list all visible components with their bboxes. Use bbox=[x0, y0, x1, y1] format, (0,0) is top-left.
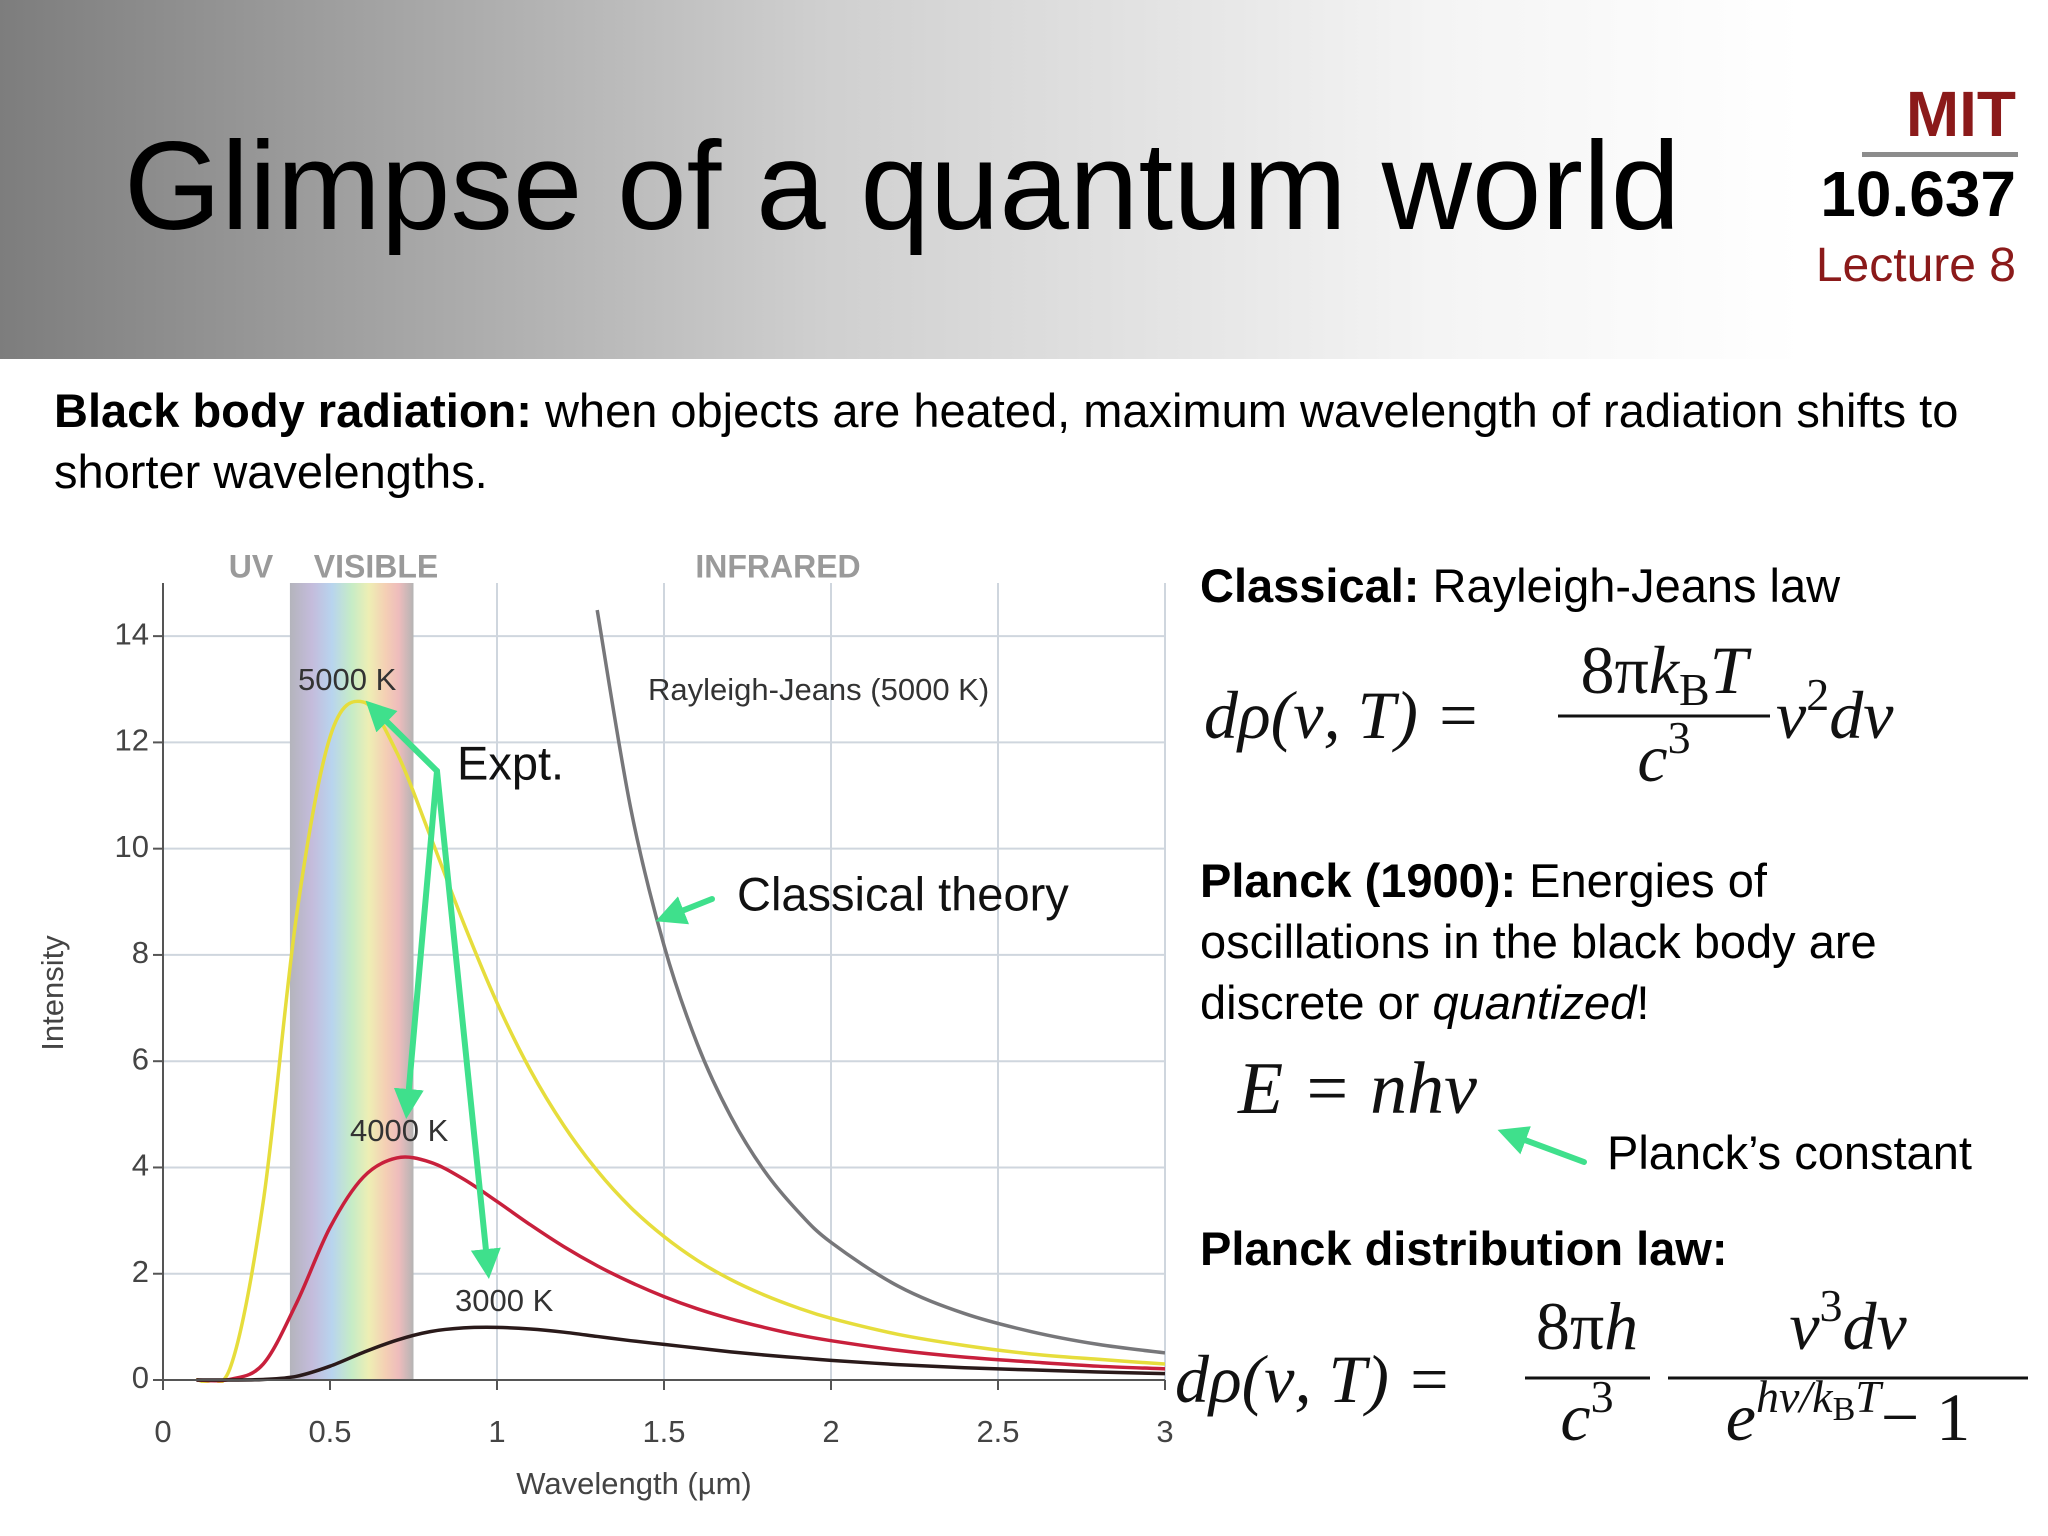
series-label: 4000 K bbox=[350, 1113, 449, 1148]
arrow bbox=[365, 700, 440, 774]
arrow bbox=[655, 896, 715, 925]
eq-part: 3 bbox=[1820, 1280, 1843, 1331]
region-label: UV bbox=[229, 548, 274, 584]
text: ! bbox=[1636, 976, 1650, 1029]
y-tick-label: 8 bbox=[132, 935, 149, 970]
x-tick-label: 1.5 bbox=[642, 1414, 685, 1449]
heading: Classical: bbox=[1200, 559, 1420, 612]
x-tick-label: 0 bbox=[154, 1414, 171, 1449]
equation-numerator: 8πkBT bbox=[1580, 632, 1751, 715]
x-tick-label: 0.5 bbox=[308, 1414, 351, 1449]
equation-denominator: ehν/kBT− 1 bbox=[1726, 1371, 1970, 1455]
eq-part: 8π bbox=[1536, 1288, 1604, 1364]
curve bbox=[196, 1325, 1165, 1382]
equation-lhs: dρ(ν, T) = bbox=[1204, 677, 1481, 753]
heading: Planck distribution law: bbox=[1200, 1222, 1728, 1275]
header-band bbox=[0, 0, 2048, 359]
y-tick-label: 2 bbox=[132, 1254, 149, 1289]
planck-equation: E = nhν bbox=[1237, 1048, 1477, 1130]
equation-tail: ν2dν bbox=[1776, 669, 1894, 753]
equation-numerator: 8πh bbox=[1536, 1288, 1638, 1364]
x-tick-label: 1 bbox=[488, 1414, 505, 1449]
classical-heading: Classical: Rayleigh-Jeans law bbox=[1200, 555, 1840, 616]
eq-part: B bbox=[1833, 1391, 1856, 1428]
arrow bbox=[393, 768, 440, 1119]
heading: Planck (1900): bbox=[1200, 854, 1517, 907]
text: Rayleigh-Jeans law bbox=[1432, 559, 1841, 612]
emphasis: quantized bbox=[1432, 976, 1637, 1029]
lecture-number: Lecture 8 bbox=[1815, 239, 2016, 292]
eq-part: − 1 bbox=[1881, 1379, 1970, 1455]
planck-annotation: Planck’s constant bbox=[1607, 1126, 1972, 1179]
course-number: 10.637 bbox=[1820, 158, 2016, 230]
series-label: 5000 K bbox=[298, 662, 397, 697]
distribution-heading: Planck distribution law: bbox=[1200, 1218, 1728, 1279]
planck-text: Planck (1900): Energies of oscillations … bbox=[1200, 850, 2000, 1033]
x-tick-label: 2 bbox=[822, 1414, 839, 1449]
rule bbox=[1862, 152, 2018, 157]
eq-part: 2 bbox=[1806, 669, 1829, 720]
x-tick-label: 3 bbox=[1156, 1414, 1173, 1449]
equation-lhs: dρ(ν, T) = bbox=[1175, 1341, 1452, 1417]
y-tick-label: 14 bbox=[115, 616, 149, 651]
eq-part: k bbox=[1649, 632, 1681, 708]
annotation: Classical theory bbox=[737, 867, 1069, 920]
equation-numerator: ν3dν bbox=[1789, 1280, 1907, 1364]
region-label: VISIBLE bbox=[314, 548, 438, 584]
eq-part: T bbox=[1855, 1371, 1884, 1422]
eq-part: h bbox=[1604, 1288, 1638, 1364]
series-label: 3000 K bbox=[455, 1283, 554, 1318]
eq-part: 3 bbox=[1668, 712, 1691, 763]
slide-title: Glimpse of a quantum world bbox=[124, 117, 1681, 256]
intro-text: when objects are heated, maximum wavelen… bbox=[54, 384, 1959, 498]
equation-denominator: c3 bbox=[1637, 712, 1690, 796]
eq-part: B bbox=[1679, 664, 1710, 715]
text: Energies of oscillations in the black bo… bbox=[1200, 854, 1877, 1029]
eq-part: 8π bbox=[1580, 632, 1648, 708]
eq-part: T bbox=[1710, 632, 1752, 708]
institution: MIT bbox=[1905, 78, 2016, 150]
eq-part: e bbox=[1726, 1379, 1756, 1455]
arrow bbox=[1497, 1126, 1587, 1165]
series-label: Rayleigh-Jeans (5000 K) bbox=[648, 672, 989, 707]
y-tick-label: 10 bbox=[115, 829, 149, 864]
curve bbox=[196, 1155, 1165, 1383]
curve bbox=[595, 609, 1165, 1355]
eq-part: dν bbox=[1843, 1288, 1908, 1364]
x-axis-title: Wavelength (µm) bbox=[516, 1466, 752, 1501]
equation-denominator: c3 bbox=[1560, 1371, 1613, 1455]
region-label: INFRARED bbox=[695, 548, 860, 584]
eq-part: c bbox=[1560, 1379, 1590, 1455]
eq-part: c bbox=[1637, 720, 1667, 796]
eq-part: dν bbox=[1829, 677, 1894, 753]
y-tick-label: 12 bbox=[115, 723, 149, 758]
annotation: Expt. bbox=[457, 736, 564, 789]
arrow bbox=[434, 768, 501, 1279]
eq-part: 3 bbox=[1591, 1371, 1614, 1422]
term: Black body radiation: bbox=[54, 384, 532, 437]
curve bbox=[195, 699, 1165, 1383]
eq-part: ν bbox=[1776, 677, 1807, 753]
arrows bbox=[365, 700, 1587, 1279]
eq-part: ν bbox=[1789, 1288, 1820, 1364]
intro: Black body radiation: when objects are h… bbox=[54, 380, 2014, 502]
y-tick-label: 0 bbox=[132, 1360, 149, 1395]
y-tick-label: 4 bbox=[132, 1148, 149, 1183]
x-tick-label: 2.5 bbox=[976, 1414, 1019, 1449]
eq-part: hν/k bbox=[1756, 1371, 1834, 1422]
y-tick-label: 6 bbox=[132, 1041, 149, 1076]
y-axis-title: Intensity bbox=[35, 935, 70, 1051]
